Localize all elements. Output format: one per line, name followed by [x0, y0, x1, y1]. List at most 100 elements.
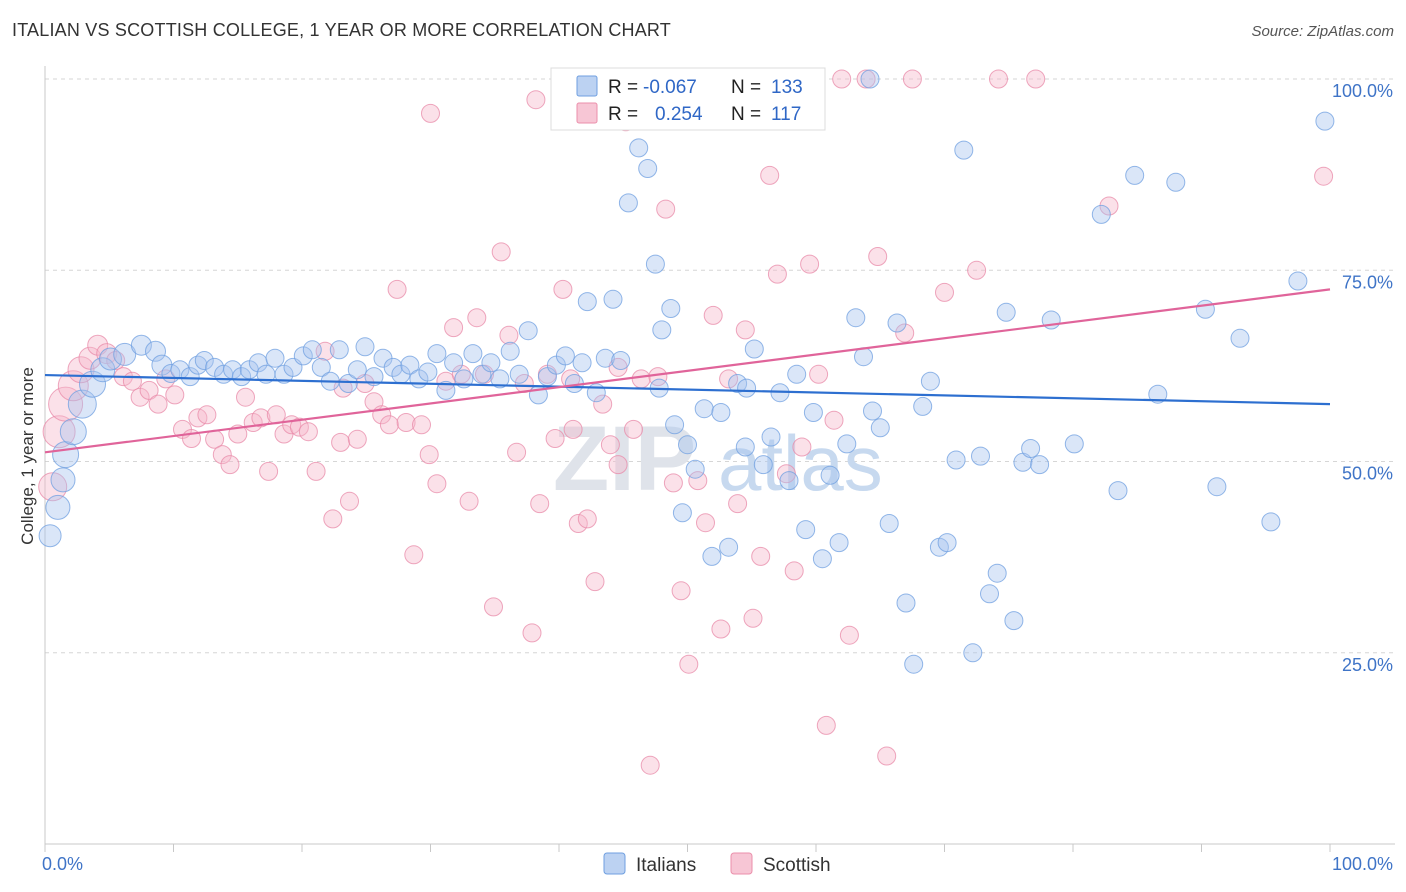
scottish-point-98	[824, 410, 844, 430]
italians-point-15	[180, 367, 200, 387]
italians-point-108	[954, 140, 974, 160]
axes	[44, 66, 1395, 852]
bottom-legend-scottish: Scottish	[763, 855, 831, 876]
scottish-point-55	[484, 597, 503, 617]
legend-italians-r-value: -0.067	[643, 77, 697, 98]
italians-point-9	[113, 342, 137, 366]
italians-point-80	[728, 374, 748, 393]
scottish-point-7	[96, 343, 118, 365]
italians-point-91	[812, 549, 832, 569]
scottish-point-13	[148, 394, 168, 414]
legend-italians-n-value: 133	[771, 77, 803, 98]
italians-point-33	[338, 374, 358, 393]
scottish-point-60	[522, 623, 542, 643]
italians-point-120	[1091, 204, 1111, 224]
italians-point-121	[1108, 481, 1128, 501]
scottish-point-80	[679, 654, 699, 674]
scottish-point-53	[467, 308, 487, 328]
scottish-point-48	[427, 474, 447, 494]
italians-point-77	[702, 546, 722, 566]
legend-italians-swatch	[576, 75, 598, 97]
italians-point-119	[1064, 434, 1084, 454]
scottish-point-12	[139, 380, 159, 400]
scottish-point-10	[122, 371, 142, 391]
y-tick-label-100: 100.0%	[1332, 81, 1393, 101]
scottish-point-108	[1026, 69, 1046, 89]
scottish-point-33	[306, 461, 326, 481]
italians-point-8	[99, 347, 122, 371]
italians-point-6	[79, 370, 106, 398]
italians-point-101	[896, 593, 916, 613]
scottish-point-111	[421, 103, 440, 123]
scottish-point-44	[396, 413, 416, 432]
legend-scottish-r-label: R =	[608, 104, 638, 125]
italians-point-45	[444, 353, 464, 373]
scottish-point-50	[444, 318, 464, 338]
scottish-point-96	[809, 364, 829, 384]
italians-point-100	[887, 313, 907, 333]
scottish-point-35	[323, 509, 343, 529]
scottish-point-46	[412, 415, 431, 435]
x-tick-label-min: 0.0%	[42, 854, 83, 874]
italians-point-87	[779, 471, 799, 491]
italians-point-97	[863, 401, 882, 421]
scottish-point-73	[624, 419, 643, 439]
italians-point-62	[595, 348, 615, 368]
scottish-point-97	[816, 715, 836, 735]
scottish-point-45	[404, 545, 424, 565]
scottish-point-95	[800, 254, 820, 274]
italians-point-2	[50, 467, 76, 493]
scottish-point-107	[989, 69, 1008, 89]
scottish-point-78	[663, 473, 683, 493]
scottish-point-115	[563, 419, 583, 439]
italians-point-94	[837, 434, 857, 454]
italians-point-116	[1021, 439, 1041, 458]
italians-point-10	[130, 334, 152, 356]
scottish-point-91	[767, 264, 787, 284]
scottish-point-89	[751, 546, 771, 566]
italians-point-53	[518, 321, 538, 341]
italians-point-43	[427, 344, 447, 364]
source-label: Source: ZipAtlas.com	[1251, 23, 1394, 40]
italians-point-66	[629, 138, 649, 158]
bottom-legend-italians: Italians	[636, 855, 696, 876]
italians-point-65	[618, 193, 638, 213]
italians-point-42	[418, 362, 438, 382]
scottish-point-102	[868, 247, 888, 266]
scottish-point-99	[832, 69, 852, 89]
scottish-point-79	[671, 581, 691, 601]
italians-point-79	[719, 537, 739, 557]
italians-point-70	[652, 320, 672, 340]
italians-point-63	[603, 289, 623, 309]
italians-point-107	[946, 450, 966, 470]
scottish-point-43	[387, 279, 407, 299]
italians-point-88	[787, 364, 807, 384]
bottom-legend-scottish-swatch	[730, 852, 753, 875]
legend-scottish-swatch	[576, 102, 598, 124]
scottish-point-15	[165, 385, 185, 405]
italians-point-109	[963, 643, 983, 663]
italians-point-104	[920, 371, 940, 391]
scottish-point-26	[251, 408, 271, 428]
bottom-legend-italians-swatch	[603, 852, 626, 875]
scottish-point-105	[935, 282, 954, 302]
legend-italians-r-label: R =	[608, 77, 638, 98]
chart-title: ITALIAN VS SCOTTISH COLLEGE, 1 YEAR OR M…	[12, 20, 671, 40]
y-tick-label-75: 75.0%	[1342, 272, 1393, 292]
italians-point-30	[311, 357, 331, 377]
scottish-point-69	[593, 394, 613, 414]
italians-point-3	[52, 441, 80, 469]
scottish-point-84	[711, 619, 731, 639]
italians-point-75	[685, 459, 705, 479]
italians-point-35	[355, 337, 375, 357]
italians-point-93	[829, 533, 849, 553]
x-tick-label-max: 100.0%	[1332, 854, 1393, 874]
italians-point-67	[638, 159, 658, 178]
italians-trendline	[44, 373, 1331, 406]
italians-point-129	[1288, 271, 1308, 291]
scottish-point-90	[760, 165, 780, 185]
italians-point-1	[45, 494, 71, 520]
italians-point-99	[879, 514, 899, 533]
scottish-point-19	[197, 405, 217, 425]
italians-point-95	[846, 308, 866, 328]
